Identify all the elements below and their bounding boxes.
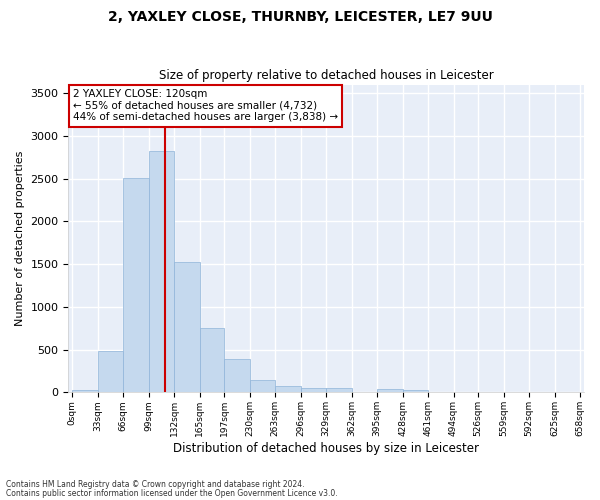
Bar — [275, 386, 301, 392]
Bar — [123, 178, 149, 392]
Text: 2 YAXLEY CLOSE: 120sqm
← 55% of detached houses are smaller (4,732)
44% of semi-: 2 YAXLEY CLOSE: 120sqm ← 55% of detached… — [73, 89, 338, 122]
Bar — [403, 390, 428, 392]
Title: Size of property relative to detached houses in Leicester: Size of property relative to detached ho… — [159, 69, 494, 82]
Bar — [377, 389, 403, 392]
X-axis label: Distribution of detached houses by size in Leicester: Distribution of detached houses by size … — [173, 442, 479, 455]
Bar — [301, 388, 326, 392]
Bar — [224, 359, 250, 392]
Y-axis label: Number of detached properties: Number of detached properties — [15, 151, 25, 326]
Bar — [72, 390, 98, 392]
Bar — [326, 388, 352, 392]
Bar — [200, 328, 224, 392]
Bar — [174, 262, 200, 392]
Bar — [149, 152, 174, 392]
Bar — [98, 352, 123, 393]
Text: Contains public sector information licensed under the Open Government Licence v3: Contains public sector information licen… — [6, 488, 338, 498]
Text: 2, YAXLEY CLOSE, THURNBY, LEICESTER, LE7 9UU: 2, YAXLEY CLOSE, THURNBY, LEICESTER, LE7… — [107, 10, 493, 24]
Bar — [250, 380, 275, 392]
Text: Contains HM Land Registry data © Crown copyright and database right 2024.: Contains HM Land Registry data © Crown c… — [6, 480, 305, 489]
